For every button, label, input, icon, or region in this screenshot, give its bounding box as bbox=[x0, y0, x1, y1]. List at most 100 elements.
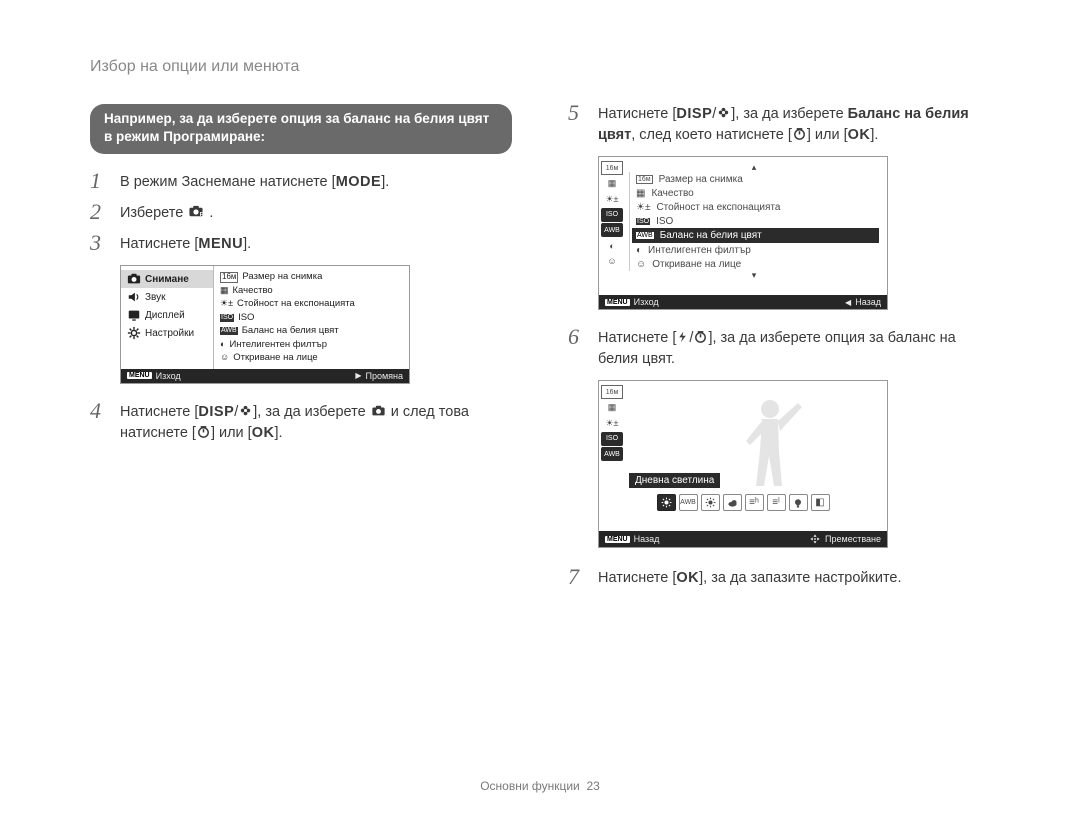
lcd-right-label: Размер на снимка bbox=[242, 272, 322, 282]
page-footer: Основни функции 23 bbox=[0, 779, 1080, 793]
lcd-right-label: ISO bbox=[238, 313, 254, 323]
lcd2-label: ISO bbox=[656, 216, 673, 227]
awb-icon: AWB bbox=[220, 327, 238, 335]
lcd2-side-icons: 16м ▦ ☀± ISO AWB ◐ ☺ bbox=[601, 161, 623, 268]
face-icon: ☺ bbox=[220, 353, 229, 363]
step-number: 6 bbox=[568, 326, 588, 348]
wb-icon-row: AWB ≡ʰ ≡ˡ ◧ bbox=[603, 494, 883, 511]
lcd-screenshot-wb-options: 16м ▦ ☀± ISO AWB Дневна светлина AWB bbox=[598, 380, 888, 548]
step-body: В режим Заснемане натиснете [MODE]. bbox=[120, 172, 512, 193]
step-number: 3 bbox=[90, 232, 110, 254]
step-text: Изберете bbox=[120, 205, 187, 221]
size-icon: 16м bbox=[636, 175, 653, 184]
lcd-left-item: Звук bbox=[121, 288, 213, 306]
wb-cloud-icon bbox=[723, 494, 742, 511]
chevron-down-icon: ▾ bbox=[629, 271, 879, 280]
left-column: Например, за да изберете опция за баланс… bbox=[90, 104, 512, 599]
exposure-icon: ☀± bbox=[601, 416, 623, 430]
step-text: Натиснете [ bbox=[598, 106, 676, 122]
wb-sun-icon bbox=[657, 494, 676, 511]
nav4-icon bbox=[809, 533, 821, 545]
lcd-foot-right: Преместване bbox=[825, 534, 881, 544]
step-text: ]. bbox=[243, 236, 251, 252]
step-4: 4 Натиснете [DISP/], за да изберете и сл… bbox=[90, 402, 512, 444]
menu-label-small: MENU bbox=[605, 536, 630, 543]
lcd-left-item: Дисплей bbox=[121, 306, 213, 324]
step-text: белия цвят. bbox=[598, 351, 675, 367]
filter-icon: ◐ bbox=[220, 340, 225, 350]
lcd2-label: Размер на снимка bbox=[659, 174, 743, 185]
lcd-foot-left: Изход bbox=[634, 297, 659, 307]
lcd-right-panel: 16мРазмер на снимка ▦Качество ☀±Стойност… bbox=[213, 266, 409, 368]
step-body: Натиснете [DISP/], за да изберете и след… bbox=[120, 402, 512, 444]
step-text: , след което натиснете [ bbox=[631, 127, 792, 143]
example-pill: Например, за да изберете опция за баланс… bbox=[90, 104, 512, 154]
disp-button-label: DISP bbox=[198, 404, 234, 420]
face-icon: ☺ bbox=[636, 259, 646, 270]
lcd-right-item: 16м Размер на снимка bbox=[214, 270, 409, 284]
gear-icon bbox=[127, 326, 141, 340]
grid-icon: ▦ bbox=[601, 401, 623, 415]
exposure-icon: ☀± bbox=[636, 202, 650, 213]
step-body: Натиснете [MENU]. bbox=[120, 234, 512, 255]
ok-button-label: OK bbox=[252, 425, 275, 441]
camera-icon bbox=[370, 404, 387, 418]
grid-icon: ▦ bbox=[220, 286, 229, 296]
lcd-left-label: Звук bbox=[145, 292, 166, 303]
awb-icon: AWB bbox=[636, 232, 654, 239]
iso-icon: ISO bbox=[601, 208, 623, 222]
lcd-footer: MENUИзход ▶Промяна bbox=[121, 369, 409, 383]
step-2: 2 Изберете . bbox=[90, 203, 512, 224]
lcd2-item: ISOISO bbox=[636, 214, 879, 228]
step-text: . bbox=[209, 205, 213, 221]
timer-icon bbox=[693, 329, 708, 344]
flower-icon bbox=[238, 403, 253, 418]
footer-label: Основни функции bbox=[480, 779, 580, 793]
step-text: ] или [ bbox=[807, 127, 848, 143]
menu-label-small: MENU bbox=[127, 372, 152, 379]
lcd-foot-right: Назад bbox=[855, 297, 881, 307]
lcd-right-item: ☺Откриване на лице bbox=[214, 351, 409, 364]
lcd-right-label: Интелигентен филтър bbox=[229, 340, 327, 350]
triangle-left-icon: ◀ bbox=[845, 298, 851, 307]
lcd2-label: Откриване на лице bbox=[652, 259, 741, 270]
step-text: ]. bbox=[274, 425, 282, 441]
lcd2-label: Интелигентен филтър bbox=[648, 245, 751, 256]
step-body: Натиснете [/], за да изберете опция за б… bbox=[598, 328, 990, 370]
iso-icon: ISO bbox=[220, 314, 234, 322]
step-number: 5 bbox=[568, 102, 588, 124]
step-text: натиснете [ bbox=[120, 425, 196, 441]
lcd2-label: Качество bbox=[651, 188, 693, 199]
lcd-left-panel: Снимане Звук Дисплей Настройки bbox=[121, 266, 213, 368]
step-text: ], за да изберете bbox=[731, 106, 847, 122]
lcd-right-label: Качество bbox=[233, 286, 273, 296]
step-text: Натиснете [ bbox=[598, 330, 676, 346]
face-icon: ☺ bbox=[601, 254, 623, 268]
lcd-footer: MENUИзход ◀Назад bbox=[599, 295, 887, 309]
lcd2-item: ▦Качество bbox=[636, 186, 879, 200]
step-text: ], за да запазите настройките. bbox=[699, 570, 901, 586]
lcd-right-label: Стойност на експонацията bbox=[237, 299, 355, 309]
step-3: 3 Натиснете [MENU]. bbox=[90, 234, 512, 255]
wb-fluor-h-icon: ≡ʰ bbox=[745, 494, 764, 511]
step-body: Натиснете [OK], за да запазите настройки… bbox=[598, 568, 990, 589]
lcd-foot-left: Назад bbox=[634, 534, 660, 544]
wb-bulb-icon bbox=[789, 494, 808, 511]
step-text: ], за да изберете bbox=[253, 404, 369, 420]
step-number: 1 bbox=[90, 170, 110, 192]
lcd2-item-selected: AWBБаланс на белия цвят bbox=[632, 228, 879, 243]
exposure-icon: ☀± bbox=[601, 192, 623, 206]
flower-icon bbox=[716, 105, 731, 120]
lcd-right-item: AWBБаланс на белия цвят bbox=[214, 325, 409, 338]
lcd-foot-right: Промяна bbox=[365, 371, 403, 381]
step-body: Натиснете [DISP/], за да изберете Баланс… bbox=[598, 104, 990, 146]
step-text: ]. bbox=[870, 127, 878, 143]
step-number: 2 bbox=[90, 201, 110, 223]
camera-icon bbox=[127, 272, 141, 286]
footer-page-number: 23 bbox=[586, 779, 599, 793]
lcd-left-item: Настройки bbox=[121, 324, 213, 342]
disp-button-label: DISP bbox=[676, 106, 712, 122]
step-text: В режим Заснемане натиснете [ bbox=[120, 174, 336, 190]
awb-icon: AWB bbox=[601, 223, 623, 237]
size-icon: 16м bbox=[220, 272, 238, 283]
